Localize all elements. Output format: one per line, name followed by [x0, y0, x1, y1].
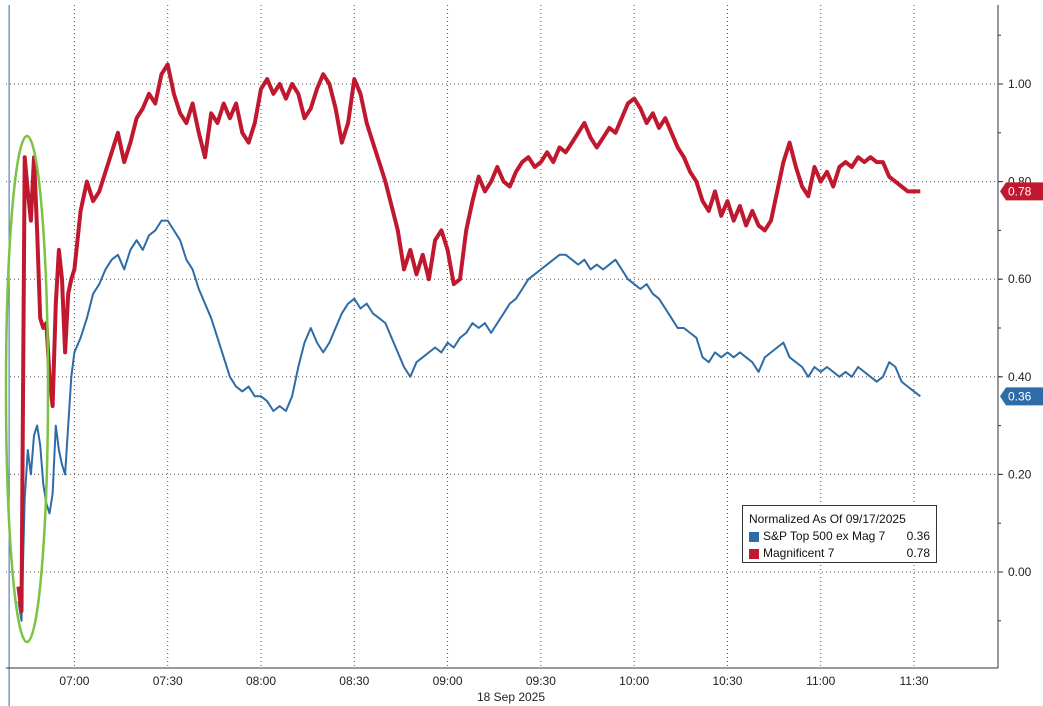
legend-series-value: 0.78 — [906, 546, 930, 560]
series-lines — [16, 62, 921, 622]
last-value-badges: 0.36 0.78 — [1000, 182, 1043, 406]
series-line-magnificent-7 — [16, 62, 921, 613]
legend-series-value: 0.36 — [906, 529, 930, 543]
legend-entry-magnificent-7: Magnificent 7 0.78 — [749, 545, 930, 562]
x-tick-label: 10:00 — [619, 674, 649, 688]
y-tick-label: 0.20 — [1008, 467, 1032, 481]
last-value-badge-sp500: 0.36 — [1000, 387, 1043, 406]
badge-value: 0.78 — [1008, 184, 1032, 198]
series-line-sp500-ex-mag7 — [17, 219, 921, 622]
x-tick-label: 10:30 — [712, 674, 742, 688]
legend-series-name: Magnificent 7 — [763, 546, 835, 560]
annotations — [4, 134, 50, 644]
legend-title: Normalized As Of 09/17/2025 — [749, 512, 906, 526]
y-tick-label: 0.00 — [1008, 565, 1032, 579]
x-tick-label: 11:30 — [899, 674, 928, 688]
y-tick-label: 0.60 — [1008, 272, 1032, 286]
legend-swatch — [749, 531, 759, 542]
x-tick-label: 07:30 — [153, 674, 183, 688]
y-axis-tick-labels: 0.000.200.400.600.801.00 — [1008, 77, 1032, 579]
badge-shape — [1000, 182, 1043, 201]
x-axis-tick-labels: 07:00 07:30 08:00 08:30 09:00 09:30 10:00 10:30… — [59, 674, 929, 688]
x-tick-label: 11:00 — [806, 674, 835, 688]
x-tick-label: 09:00 — [433, 674, 463, 688]
x-tick-label: 08:30 — [339, 674, 369, 688]
x-tick-label: 08:00 — [246, 674, 276, 688]
legend-entry-sp500-ex-mag7: S&P Top 500 ex Mag 7 0.36 — [749, 528, 930, 545]
legend-swatch — [749, 548, 759, 559]
x-tick-label: 07:00 — [59, 674, 89, 688]
last-value-badge-mag7: 0.78 — [1000, 182, 1043, 201]
badge-value: 0.36 — [1008, 389, 1032, 403]
x-tick-label: 09:30 — [526, 674, 556, 688]
legend: Normalized As Of 09/17/2025 S&P Top 500 … — [742, 505, 937, 563]
y-tick-label: 0.40 — [1008, 370, 1032, 384]
axes — [6, 5, 1003, 706]
y-tick-label: 1.00 — [1008, 77, 1032, 91]
annotation-ellipse — [4, 134, 50, 644]
date-label: 18 Sep 2025 — [477, 690, 545, 704]
legend-series-name: S&P Top 500 ex Mag 7 — [763, 529, 886, 543]
badge-shape — [1000, 387, 1043, 406]
